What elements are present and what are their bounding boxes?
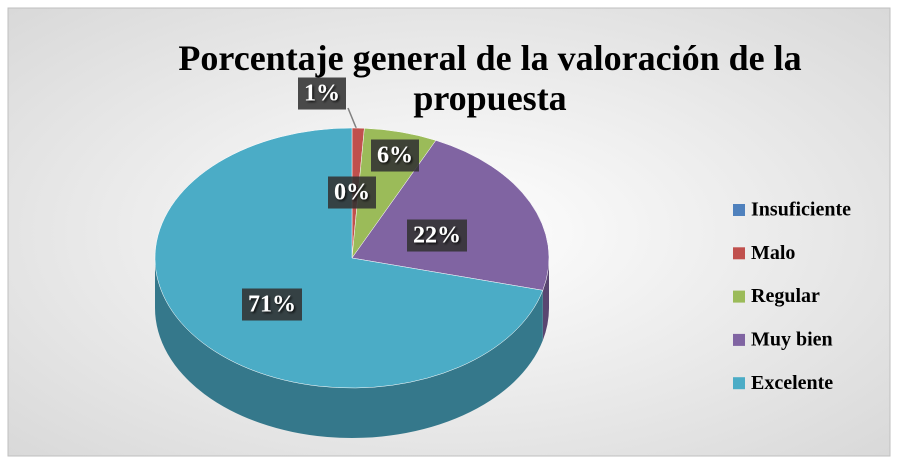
slice <box>351 140 550 291</box>
data-label-box <box>407 219 467 252</box>
legend-swatch <box>733 247 745 260</box>
slice-side <box>155 258 543 439</box>
slice-side <box>542 258 550 341</box>
data-label: 71% <box>248 292 296 318</box>
legend-swatch <box>733 333 745 346</box>
legend-swatch <box>733 204 745 216</box>
data-label-box <box>371 139 419 172</box>
data-label-box <box>242 288 302 321</box>
slice <box>154 127 544 389</box>
data-label: 6% <box>377 143 413 169</box>
leader-line <box>347 107 358 131</box>
data-label-box <box>298 77 346 110</box>
legend-label: Insuficiente <box>751 199 851 221</box>
data-label: 0% <box>334 180 370 206</box>
legend-label: Malo <box>751 242 795 264</box>
data-label: 22% <box>413 223 461 249</box>
data-label: 1% <box>304 81 340 107</box>
legend-label: Regular <box>751 285 820 307</box>
legend-label: Excelente <box>751 372 833 394</box>
legend-swatch <box>733 377 745 390</box>
data-label-box <box>328 176 376 209</box>
legend-swatch <box>733 290 745 303</box>
chart-title: Porcentaje general de la valoración de l… <box>178 38 802 118</box>
legend-label: Muy bien <box>751 328 833 350</box>
